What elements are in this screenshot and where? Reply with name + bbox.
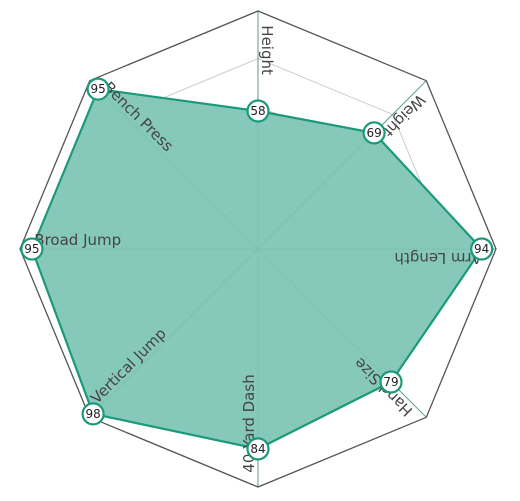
value-marker bbox=[246, 99, 270, 123]
value-label: 69 bbox=[366, 126, 381, 140]
axis-label-arm-length: Arm Length bbox=[394, 249, 481, 267]
value-badge-hand-size: 79 bbox=[379, 370, 403, 394]
value-label: 79 bbox=[383, 375, 398, 389]
value-marker bbox=[470, 237, 494, 261]
value-label: 94 bbox=[474, 242, 489, 256]
value-marker bbox=[81, 402, 105, 426]
value-marker bbox=[20, 237, 44, 261]
value-label: 95 bbox=[24, 242, 39, 256]
value-label: 98 bbox=[85, 407, 100, 421]
value-marker bbox=[86, 77, 110, 101]
value-label: 84 bbox=[250, 442, 265, 456]
value-badge-arm-length: 94 bbox=[470, 237, 494, 261]
axis-label-height: Height bbox=[258, 25, 276, 75]
axis-label-weight: Weight bbox=[379, 91, 429, 141]
value-label: 95 bbox=[90, 82, 105, 96]
value-badge-broad-jump: 95 bbox=[20, 237, 44, 261]
value-marker bbox=[379, 370, 403, 394]
value-badge-vertical-jump: 98 bbox=[81, 402, 105, 426]
value-badge-weight: 69 bbox=[362, 121, 386, 145]
value-badge-40-yard-dash: 84 bbox=[246, 437, 270, 461]
value-badge-height: 58 bbox=[246, 99, 270, 123]
value-label: 58 bbox=[250, 104, 265, 118]
value-marker bbox=[362, 121, 386, 145]
value-badges: 58 69 94 79 84 98 95 95 bbox=[20, 77, 494, 461]
value-badge-bench-press: 95 bbox=[86, 77, 110, 101]
value-marker bbox=[246, 437, 270, 461]
axis-label-broad-jump: Broad Jump bbox=[34, 231, 121, 249]
